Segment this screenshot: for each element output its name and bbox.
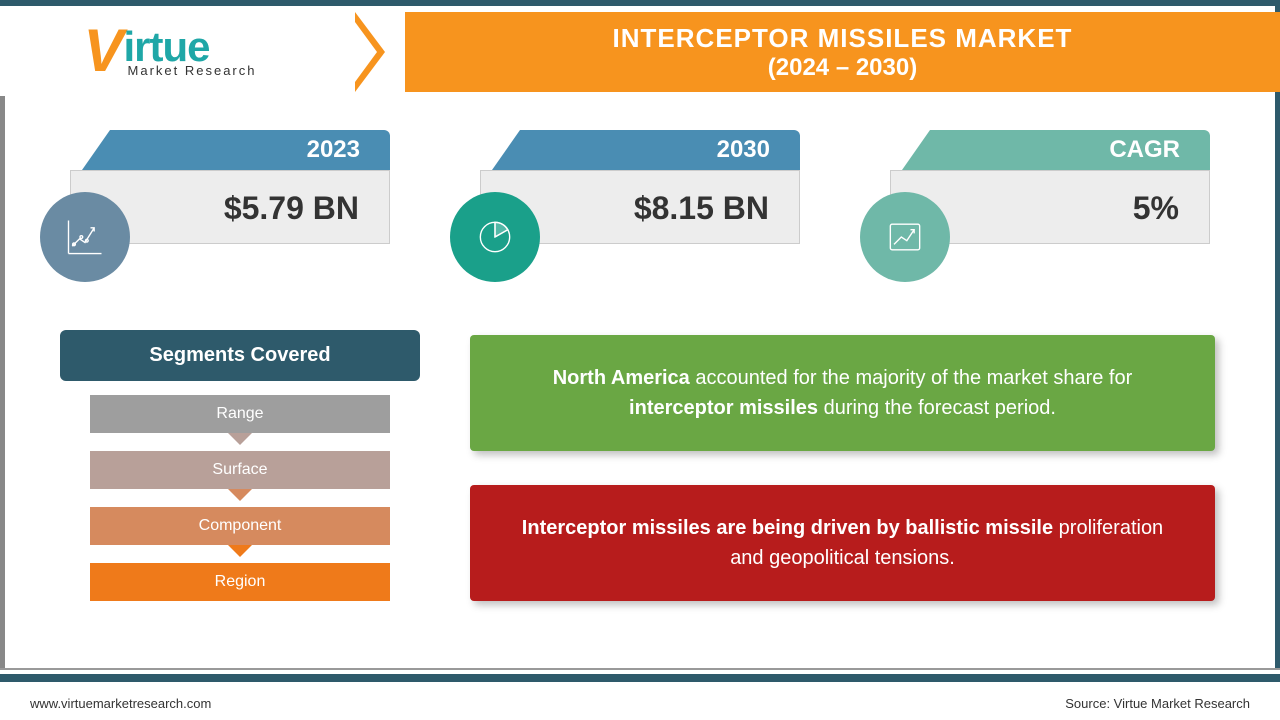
logo-v-icon: V xyxy=(83,16,123,85)
stat-card-2023: 2023 $5.79 BN xyxy=(70,130,390,244)
stat-label: CAGR xyxy=(930,130,1210,170)
segment-arrow-icon xyxy=(226,487,254,501)
callout-driver: Interceptor missiles are being driven by… xyxy=(470,485,1215,601)
segment-item: Range xyxy=(90,395,390,433)
segment-item: Surface xyxy=(90,451,390,489)
right-stripe xyxy=(1275,0,1280,670)
footer-url: www.virtuemarketresearch.com xyxy=(30,696,211,711)
title-line-1: INTERCEPTOR MISSILES MARKET xyxy=(613,23,1073,54)
footer-source: Source: Virtue Market Research xyxy=(1065,696,1250,711)
segment-arrow-icon xyxy=(226,431,254,445)
segment-item: Component xyxy=(90,507,390,545)
top-border xyxy=(0,0,1280,6)
segment-arrow-icon xyxy=(226,543,254,557)
footer-bar xyxy=(0,674,1280,682)
stat-card-cagr: CAGR 5% xyxy=(890,130,1210,244)
stats-row: 2023 $5.79 BN 2030 $8.15 BN CAGR 5% xyxy=(70,130,1210,244)
title-line-2: (2024 – 2030) xyxy=(768,54,917,82)
stat-card-2030: 2030 $8.15 BN xyxy=(480,130,800,244)
header-arrow-inner xyxy=(355,22,377,82)
logo-subtitle: Market Research xyxy=(128,63,257,78)
stat-label: 2023 xyxy=(110,130,390,170)
footer: www.virtuemarketresearch.com Source: Vir… xyxy=(0,686,1280,720)
footer-divider xyxy=(0,668,1280,670)
callout-region: North America accounted for the majority… xyxy=(470,335,1215,451)
growth-chart-icon xyxy=(860,192,950,282)
title-bar: INTERCEPTOR MISSILES MARKET (2024 – 2030… xyxy=(405,12,1280,92)
pie-chart-icon xyxy=(450,192,540,282)
logo: V irtue Market Research xyxy=(30,10,310,90)
callouts-area: North America accounted for the majority… xyxy=(470,335,1215,635)
segments-list: Range Surface Component Region xyxy=(60,395,420,601)
stat-label: 2030 xyxy=(520,130,800,170)
segment-item: Region xyxy=(90,563,390,601)
left-stripe xyxy=(0,96,5,670)
segments-header: Segments Covered xyxy=(60,330,420,381)
segments-panel: Segments Covered Range Surface Component Re… xyxy=(60,330,420,601)
line-chart-icon xyxy=(40,192,130,282)
